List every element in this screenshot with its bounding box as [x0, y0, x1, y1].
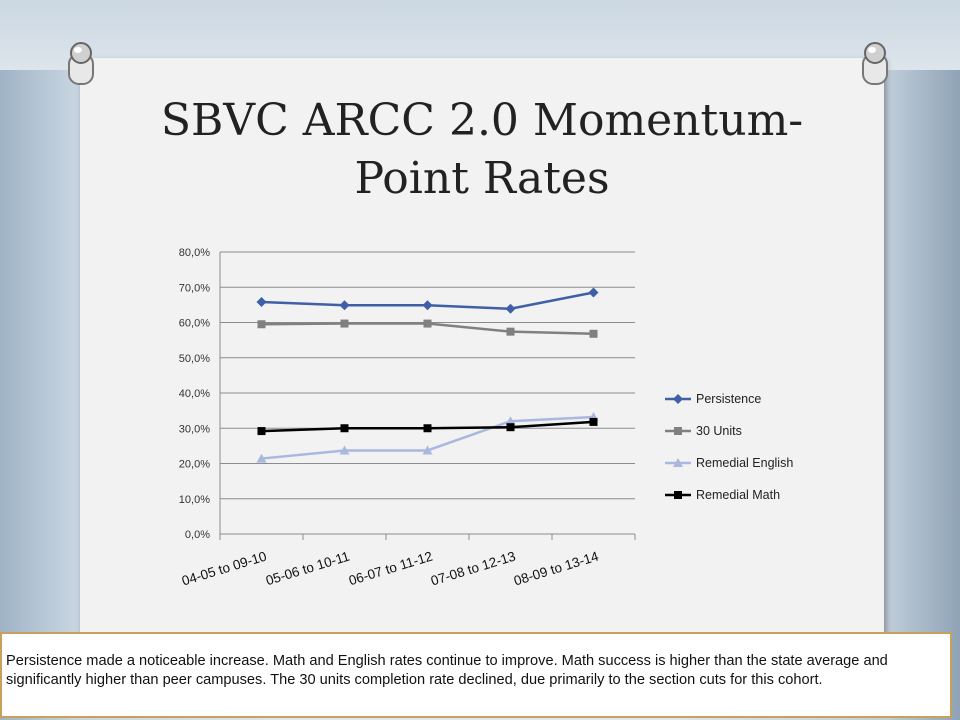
- y-tick-label: 80,0%: [179, 247, 210, 259]
- slide-card: [80, 58, 884, 698]
- data-point: [256, 453, 267, 463]
- x-tick-label: 04-05 to 09-10: [180, 549, 268, 589]
- y-tick-label: 10,0%: [179, 494, 210, 506]
- line-chart: 0,0% 10,0% 20,0% 30,0% 40,0% 50,0% 60,0% 70,0% 8…: [179, 247, 794, 589]
- data-point: [422, 445, 433, 455]
- y-tick-label: 0,0%: [185, 529, 210, 541]
- series-remedial-english: [256, 411, 599, 463]
- slide-title: SBVC ARCC 2.0 Momentum- Point Rates: [80, 92, 884, 208]
- caption-box: Persistence made a noticeable increase. …: [0, 632, 952, 718]
- y-axis-ticks: 0,0% 10,0% 20,0% 30,0% 40,0% 50,0% 60,0% 70,0% 8…: [179, 247, 210, 541]
- slide-title-line1: SBVC ARCC 2.0 Momentum-: [160, 95, 804, 146]
- legend-marker: [674, 491, 682, 499]
- series-30-units: [257, 319, 598, 338]
- data-point: [256, 297, 267, 308]
- legend-label: Persistence: [696, 392, 761, 406]
- data-point: [505, 416, 516, 426]
- y-tick-label: 40,0%: [179, 388, 210, 400]
- x-tick-label: 05-06 to 10-11: [264, 549, 351, 589]
- pin-left-icon: [68, 42, 94, 85]
- chart-grid: [219, 251, 635, 535]
- x-tick-label: 08-09 to 13-14: [512, 548, 601, 588]
- y-tick-label: 60,0%: [179, 318, 210, 330]
- data-point: [505, 303, 516, 314]
- data-point: [423, 319, 432, 328]
- data-point: [506, 423, 515, 432]
- legend-marker: [673, 394, 683, 404]
- data-point: [339, 445, 350, 455]
- data-point: [423, 424, 432, 433]
- data-point: [588, 287, 599, 298]
- pin-right-icon: [862, 42, 888, 85]
- data-point: [340, 319, 349, 328]
- series-remedial-math: [257, 417, 598, 436]
- data-point: [257, 427, 266, 436]
- legend-marker: [673, 458, 683, 467]
- y-tick-label: 20,0%: [179, 459, 210, 471]
- y-tick-label: 50,0%: [179, 353, 210, 365]
- legend-marker: [674, 427, 682, 435]
- data-point: [257, 320, 266, 329]
- chart-legend: Persistence 30 Units Remedial English Remed…: [665, 392, 793, 502]
- data-point: [422, 300, 433, 311]
- chart-series: [256, 287, 599, 463]
- legend-label: 30 Units: [696, 424, 742, 438]
- data-point: [339, 300, 350, 311]
- data-point: [506, 327, 515, 336]
- legend-label: Remedial English: [696, 456, 793, 470]
- series-persistence: [256, 287, 599, 314]
- slide-title-line2: Point Rates: [354, 153, 610, 204]
- data-point: [589, 417, 598, 426]
- y-tick-label: 70,0%: [179, 282, 210, 294]
- y-tick-label: 30,0%: [179, 423, 210, 435]
- x-tick-label: 06-07 to 11-12: [347, 549, 434, 589]
- x-tick-label: 07-08 to 12-13: [429, 549, 517, 589]
- data-point: [589, 329, 598, 338]
- data-point: [340, 424, 349, 433]
- legend-label: Remedial Math: [696, 488, 780, 502]
